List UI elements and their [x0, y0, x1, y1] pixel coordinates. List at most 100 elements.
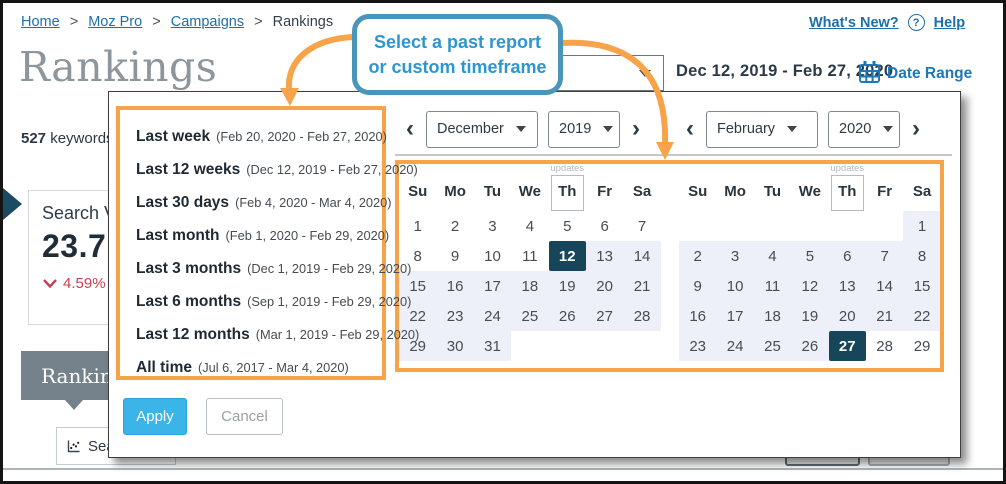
preset-item[interactable]: Last 30 days (Feb 4, 2020 - Mar 4, 2020) — [136, 186, 392, 219]
day-cell[interactable]: 13 — [585, 241, 624, 271]
apply-button[interactable]: Apply — [123, 398, 187, 435]
day-cell[interactable]: 10 — [716, 271, 754, 301]
day-cell[interactable]: 17 — [473, 271, 512, 301]
day-cell[interactable]: 10 — [484, 247, 501, 265]
day-cell[interactable]: 21 — [865, 301, 904, 331]
day-cell[interactable]: 7 — [865, 241, 904, 271]
month-select[interactable]: February — [706, 110, 818, 148]
day-cell[interactable]: 18 — [753, 301, 792, 331]
weekday-label: Sa — [903, 173, 940, 211]
prev-month-button[interactable]: ‹ — [406, 115, 414, 142]
day-cell[interactable]: 8 — [413, 247, 422, 265]
day-cell[interactable]: 30 — [436, 331, 474, 361]
day-cell[interactable]: 14 — [865, 271, 904, 301]
help-link[interactable]: Help — [933, 14, 966, 31]
day-cell[interactable]: 28 — [623, 301, 661, 331]
preset-item[interactable]: Last 6 months (Sep 1, 2019 - Feb 29, 2020… — [136, 285, 411, 318]
day-cell[interactable]: 8 — [903, 241, 941, 271]
month-select[interactable]: December — [426, 110, 538, 148]
day-cell[interactable]: 12 — [548, 241, 586, 271]
preset-range: (Dec 12, 2019 - Feb 27, 2020) — [246, 162, 418, 177]
day-cell[interactable]: 20 — [585, 271, 624, 301]
day-cell[interactable]: 17 — [716, 301, 754, 331]
preset-item[interactable]: All time (Jul 6, 2017 - Mar 4, 2020) — [136, 351, 382, 384]
day-cell[interactable]: 3 — [488, 217, 497, 235]
day-cell[interactable]: 22 — [399, 301, 437, 331]
date-range-button[interactable]: Date Range — [887, 65, 973, 82]
next-month-button[interactable]: › — [912, 115, 920, 142]
day-cell[interactable]: 16 — [679, 301, 717, 331]
day-cell[interactable]: 27 — [585, 301, 624, 331]
day-cell[interactable]: 19 — [791, 301, 829, 331]
preset-item[interactable]: Last month (Feb 1, 2020 - Feb 29, 2020) — [136, 219, 389, 252]
day-cell[interactable]: 29 — [913, 337, 931, 355]
day-cell[interactable]: 13 — [828, 271, 866, 301]
day-cell[interactable]: 16 — [436, 271, 474, 301]
day-cell[interactable]: 23 — [679, 331, 717, 361]
day-cell[interactable]: 27 — [828, 331, 866, 361]
preset-label: Last week — [136, 127, 211, 145]
prev-month-button[interactable]: ‹ — [686, 115, 694, 142]
cancel-button[interactable]: Cancel — [206, 398, 283, 435]
breadcrumb-separator: > — [254, 14, 263, 30]
day-cell[interactable]: 28 — [876, 337, 893, 355]
day-cell[interactable]: 18 — [511, 271, 549, 301]
day-cell[interactable]: 1 — [903, 211, 941, 241]
day-cell[interactable]: 25 — [511, 301, 549, 331]
day-cell[interactable]: 6 — [600, 217, 609, 235]
weekday-text: Mo — [444, 183, 466, 200]
day-cell[interactable]: 3 — [716, 241, 754, 271]
next-month-button[interactable]: › — [632, 115, 640, 142]
preset-label: Last 6 months — [136, 292, 242, 310]
empty-cell — [866, 211, 903, 241]
day-cell[interactable]: 5 — [563, 217, 572, 235]
day-cell[interactable]: 2 — [679, 241, 717, 271]
day-cell[interactable]: 1 — [413, 217, 422, 235]
day-cell[interactable]: 9 — [679, 271, 717, 301]
day-cell[interactable]: 22 — [903, 301, 941, 331]
day-cell[interactable]: 26 — [548, 301, 586, 331]
weekday-label: Fr — [586, 173, 623, 211]
whats-new-link[interactable]: What's New? — [809, 14, 899, 31]
day-cell[interactable]: 15 — [399, 271, 437, 301]
day-cell[interactable]: 4 — [525, 217, 535, 235]
day-cell[interactable]: 31 — [473, 331, 512, 361]
day-cell[interactable]: 9 — [450, 247, 460, 265]
day-cell[interactable]: 12 — [791, 271, 829, 301]
day-cell[interactable]: 21 — [623, 271, 661, 301]
day-cell[interactable]: 5 — [791, 241, 829, 271]
day-cell[interactable]: 15 — [903, 271, 941, 301]
day-cell[interactable]: 7 — [637, 217, 647, 235]
day-cell[interactable]: 26 — [791, 331, 829, 361]
day-cell[interactable]: 11 — [753, 271, 792, 301]
tab-rankings[interactable]: Ranking — [21, 351, 126, 400]
breadcrumb-mozpro-link[interactable]: Moz Pro — [88, 14, 143, 30]
preset-item[interactable]: Last week (Feb 20, 2020 - Feb 27, 2020) — [136, 120, 387, 153]
breadcrumb-campaigns-link[interactable]: Campaigns — [170, 14, 245, 30]
preset-item[interactable]: Last 12 weeks (Dec 12, 2019 - Feb 27, 202… — [136, 153, 418, 186]
day-cell[interactable]: 19 — [548, 271, 586, 301]
year-select[interactable]: 2020 — [828, 110, 900, 148]
preset-item[interactable]: Last 12 months (Mar 1, 2019 - Feb 29, 202… — [136, 318, 419, 351]
breadcrumb-home-link[interactable]: Home — [21, 14, 60, 30]
day-cell[interactable]: 23 — [436, 301, 474, 331]
day-cell[interactable]: 25 — [753, 331, 792, 361]
day-cell[interactable]: 24 — [716, 331, 754, 361]
weekday-text: Th — [558, 183, 577, 200]
day-cell[interactable]: 29 — [399, 331, 437, 361]
preset-item[interactable]: Last 3 months (Dec 1, 2019 - Feb 29, 2020… — [136, 252, 411, 285]
year-select-value: 2019 — [559, 121, 592, 137]
weekday-label: Mo — [716, 173, 753, 211]
day-cell[interactable]: 4 — [753, 241, 792, 271]
keyword-count-label: keywords — [50, 130, 114, 147]
day-cell[interactable]: 6 — [828, 241, 866, 271]
day-cell[interactable]: 24 — [473, 301, 512, 331]
year-select[interactable]: 2019 — [548, 110, 620, 148]
day-cell[interactable]: 14 — [623, 241, 661, 271]
day-cell[interactable]: 2 — [450, 217, 460, 235]
day-cell[interactable]: 20 — [828, 301, 866, 331]
weekday-text: Fr — [597, 183, 613, 200]
day-cell[interactable]: 11 — [522, 247, 538, 265]
